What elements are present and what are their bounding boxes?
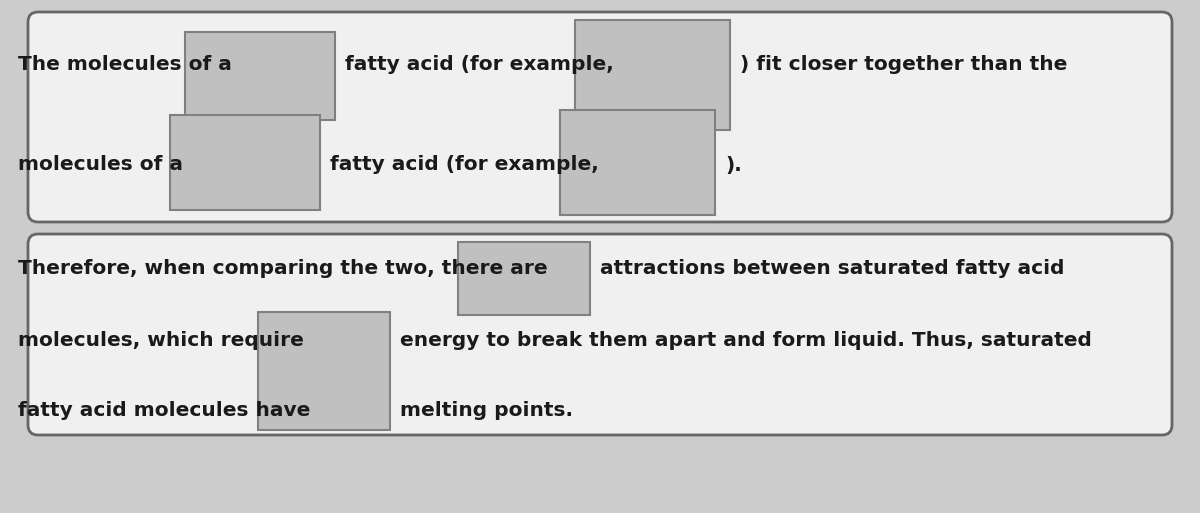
FancyBboxPatch shape [28, 12, 1172, 222]
Text: melting points.: melting points. [400, 401, 574, 420]
Bar [170, 115, 320, 210]
Bar [575, 20, 730, 130]
Text: molecules of a: molecules of a [18, 155, 190, 174]
Text: molecules, which require: molecules, which require [18, 330, 311, 349]
Bar [458, 242, 590, 315]
Text: ) fit closer together than the: ) fit closer together than the [740, 55, 1067, 74]
Text: attractions between saturated fatty acid: attractions between saturated fatty acid [600, 259, 1064, 278]
Bar [185, 32, 335, 120]
Bar [560, 110, 715, 215]
Bar [258, 312, 390, 430]
Text: fatty acid molecules have: fatty acid molecules have [18, 401, 317, 420]
Text: ).: ). [725, 155, 742, 174]
Text: energy to break them apart and form liquid. Thus, saturated: energy to break them apart and form liqu… [400, 330, 1092, 349]
Text: The molecules of a: The molecules of a [18, 55, 239, 74]
Text: fatty acid (for example,: fatty acid (for example, [330, 155, 599, 174]
FancyBboxPatch shape [28, 234, 1172, 435]
Text: fatty acid (for example,: fatty acid (for example, [346, 55, 613, 74]
Text: Therefore, when comparing the two, there are: Therefore, when comparing the two, there… [18, 259, 554, 278]
